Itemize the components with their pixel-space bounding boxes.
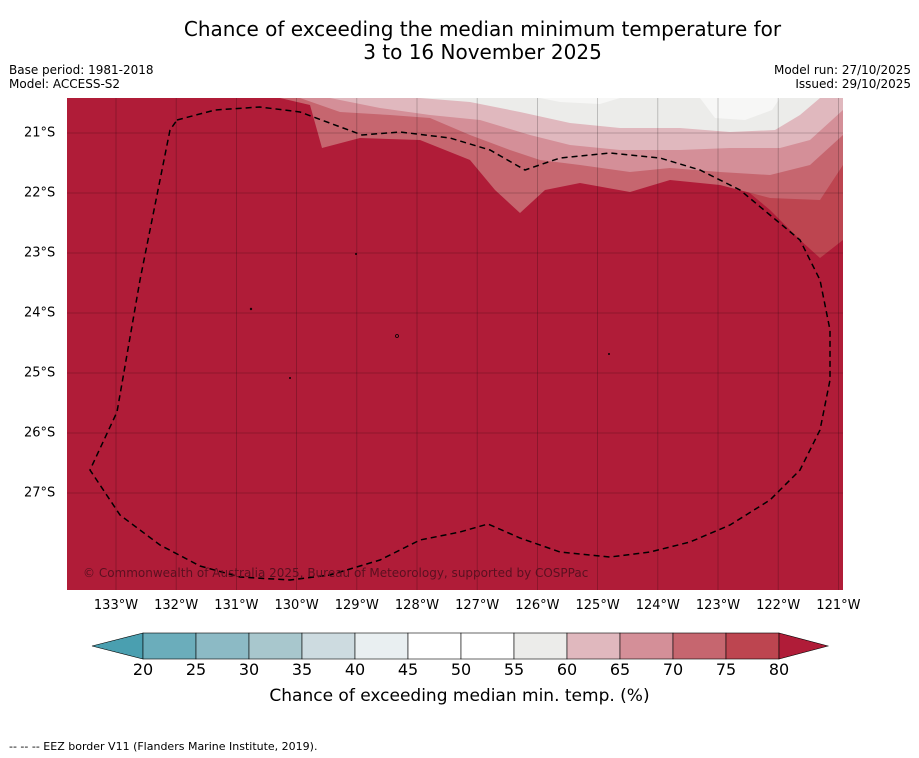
colorbar-segment bbox=[301, 632, 356, 660]
colorbar-tick-label: 50 bbox=[450, 660, 472, 679]
x-tick-label: 132°W bbox=[154, 598, 199, 613]
y-tick-label: 21°S bbox=[24, 125, 56, 141]
x-tick-label: 124°W bbox=[635, 598, 680, 613]
x-tick-label: 129°W bbox=[334, 598, 379, 613]
colorbar-segment bbox=[354, 632, 409, 660]
y-tick-label: 27°S bbox=[24, 485, 56, 501]
footer-legend: -- -- -- EEZ border V11 (Flanders Marine… bbox=[9, 740, 318, 753]
copyright-notice: © Commonwealth of Australia 2025, Bureau… bbox=[83, 566, 589, 580]
colorbar-segment bbox=[672, 632, 727, 660]
island-marker bbox=[395, 334, 399, 338]
colorbar-tick-label: 70 bbox=[662, 660, 684, 679]
title-line-2: 3 to 16 November 2025 bbox=[363, 40, 602, 64]
x-tick-label: 128°W bbox=[394, 598, 440, 613]
colorbar-tick-label: 60 bbox=[556, 660, 578, 679]
y-tick-label: 24°S bbox=[24, 305, 56, 321]
x-tick-label: 127°W bbox=[455, 598, 500, 613]
y-tick-label: 26°S bbox=[24, 425, 56, 441]
island-marker bbox=[608, 352, 611, 355]
colorbar-tick-label: 65 bbox=[609, 660, 631, 679]
colorbar-segment bbox=[248, 632, 303, 660]
colorbar-tick-label: 35 bbox=[291, 660, 313, 679]
colorbar-tick-label: 75 bbox=[715, 660, 737, 679]
colorbar-segment bbox=[407, 632, 462, 660]
colorbar-title: Chance of exceeding median min. temp. (%… bbox=[269, 686, 650, 706]
x-tick-label: 133°W bbox=[93, 598, 139, 613]
colorbar-over-arrow bbox=[778, 632, 830, 660]
colorbar-segment bbox=[513, 632, 568, 660]
colorbar-tick-label: 80 bbox=[768, 660, 790, 679]
x-tick-label: 125°W bbox=[575, 598, 620, 613]
x-tick-label: 130°W bbox=[274, 598, 319, 613]
x-tick-label: 126°W bbox=[515, 598, 560, 613]
colorbar-under-arrow bbox=[91, 632, 144, 660]
colorbar-segment bbox=[142, 632, 197, 660]
model-name: Model: ACCESS-S2 bbox=[9, 77, 121, 91]
colorbar-segment bbox=[195, 632, 250, 660]
meta-right: Model run: 27/10/2025 Issued: 29/10/2025 bbox=[774, 63, 911, 91]
base-period: Base period: 1981-2018 bbox=[9, 63, 154, 77]
x-tick-label: 122°W bbox=[756, 598, 801, 613]
title-line-1: Chance of exceeding the median minimum t… bbox=[183, 17, 782, 41]
colorbar-tick-label: 45 bbox=[397, 660, 419, 679]
colorbar-tick-label: 30 bbox=[238, 660, 260, 679]
colorbar-tick-label: 20 bbox=[132, 660, 154, 679]
colorbar-segment bbox=[566, 632, 621, 660]
island-marker bbox=[249, 307, 253, 311]
colorbar-segment bbox=[460, 632, 515, 660]
issued-date: Issued: 29/10/2025 bbox=[795, 77, 911, 91]
x-tick-label: 123°W bbox=[695, 598, 741, 613]
islands bbox=[249, 252, 611, 379]
chart-title: Chance of exceeding the median minimum t… bbox=[0, 18, 919, 64]
y-tick-label: 25°S bbox=[24, 365, 56, 381]
colorbar-tick-label: 55 bbox=[503, 660, 525, 679]
gridlines bbox=[67, 98, 843, 590]
x-tick-label: 121°W bbox=[816, 598, 861, 613]
contour-50 bbox=[540, 98, 780, 120]
model-run: Model run: 27/10/2025 bbox=[773, 63, 911, 77]
colorbar-tick-label: 40 bbox=[344, 660, 366, 679]
y-tick-label: 23°S bbox=[24, 245, 56, 261]
colorbar-segment bbox=[619, 632, 674, 660]
probability-contours bbox=[270, 98, 843, 258]
colorbar-tick-label: 25 bbox=[185, 660, 207, 679]
meta-left: Base period: 1981-2018 Model: ACCESS-S2 bbox=[9, 63, 154, 91]
island-marker bbox=[288, 376, 291, 379]
colorbar-segment bbox=[725, 632, 780, 660]
y-tick-label: 22°S bbox=[24, 185, 56, 201]
eez-border bbox=[89, 106, 831, 581]
x-tick-label: 131°W bbox=[214, 598, 259, 613]
island-marker bbox=[354, 252, 357, 255]
